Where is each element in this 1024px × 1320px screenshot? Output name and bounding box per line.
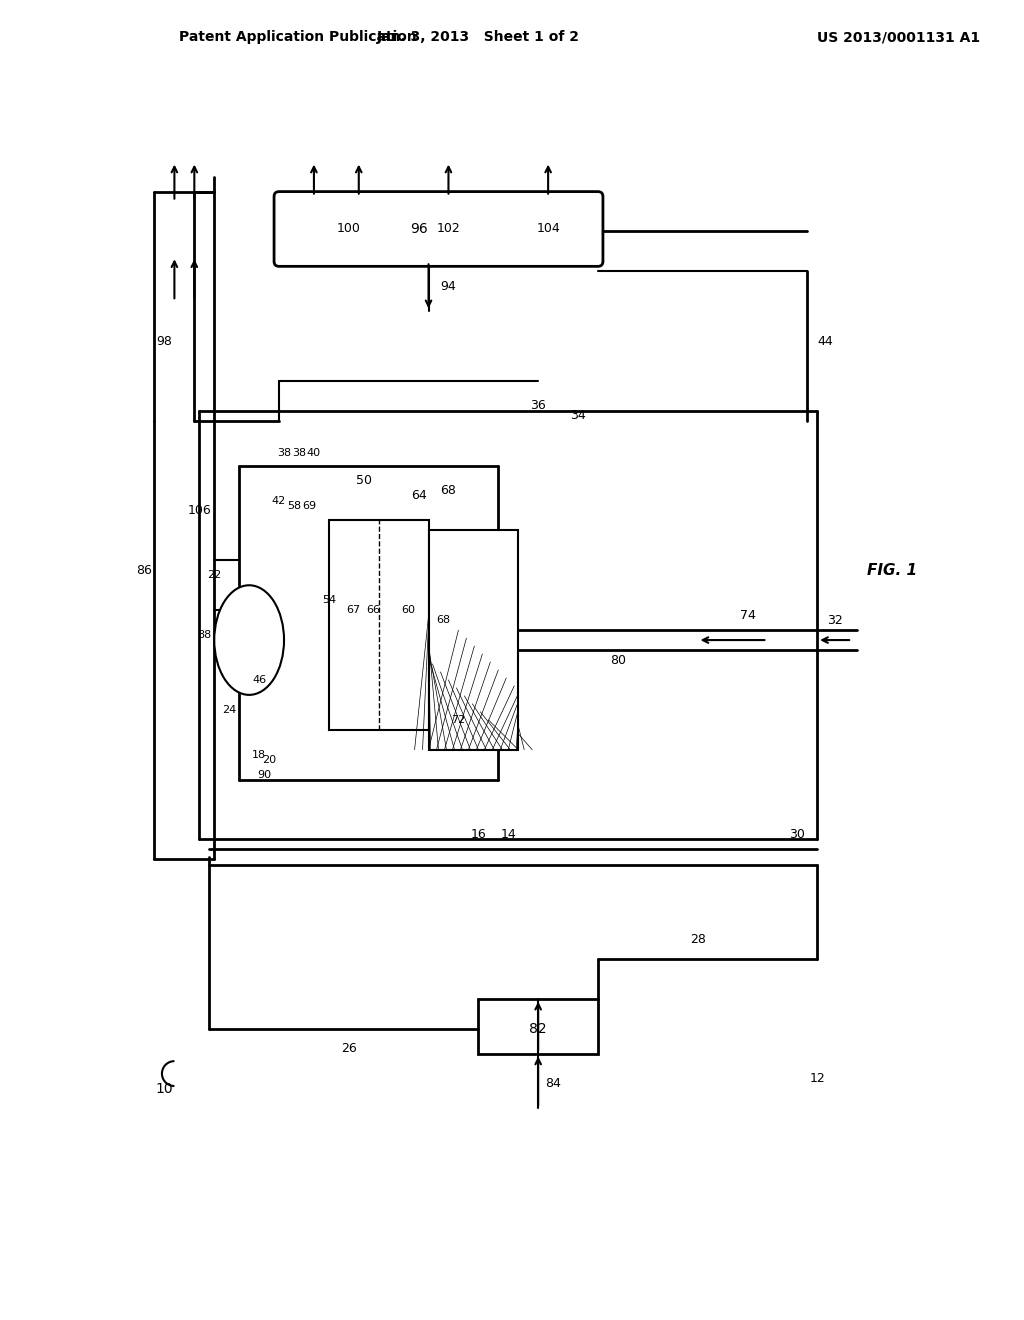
Text: 88: 88: [198, 630, 211, 640]
Text: 84: 84: [545, 1077, 561, 1090]
Text: 60: 60: [401, 605, 416, 615]
Text: 74: 74: [739, 609, 756, 622]
Text: 102: 102: [436, 223, 461, 235]
Text: 10: 10: [156, 1081, 173, 1096]
Text: US 2013/0001131 A1: US 2013/0001131 A1: [817, 30, 980, 44]
Text: 100: 100: [337, 223, 360, 235]
Text: 26: 26: [341, 1043, 356, 1055]
Text: 36: 36: [530, 400, 546, 412]
Text: 42: 42: [272, 495, 286, 506]
Text: 72: 72: [452, 715, 466, 725]
Text: 12: 12: [809, 1072, 825, 1085]
Text: 96: 96: [410, 222, 427, 236]
Text: 22: 22: [207, 570, 221, 581]
Text: Jan. 3, 2013   Sheet 1 of 2: Jan. 3, 2013 Sheet 1 of 2: [377, 30, 580, 44]
Text: 30: 30: [790, 828, 805, 841]
Text: 14: 14: [501, 828, 516, 841]
Text: 40: 40: [307, 447, 321, 458]
Text: 68: 68: [436, 615, 451, 626]
Text: 64: 64: [411, 490, 426, 502]
Text: 86: 86: [136, 564, 153, 577]
Text: 18: 18: [252, 750, 266, 760]
Text: FIG. 1: FIG. 1: [867, 562, 918, 578]
Text: 90: 90: [257, 770, 271, 780]
Text: 50: 50: [355, 474, 372, 487]
Bar: [478, 999, 598, 1053]
Text: 24: 24: [222, 705, 237, 715]
Text: 106: 106: [187, 504, 211, 517]
Text: 67: 67: [347, 605, 360, 615]
Ellipse shape: [214, 585, 284, 694]
Text: 54: 54: [322, 595, 336, 605]
Text: 58: 58: [287, 500, 301, 511]
Text: 82: 82: [529, 1022, 547, 1036]
FancyBboxPatch shape: [274, 191, 603, 267]
Text: 38: 38: [276, 447, 291, 458]
Text: 38: 38: [292, 447, 306, 458]
Bar: [329, 520, 428, 730]
Text: Patent Application Publication: Patent Application Publication: [179, 30, 417, 44]
Text: 80: 80: [610, 653, 626, 667]
Text: 20: 20: [262, 755, 276, 764]
Text: 98: 98: [157, 334, 172, 347]
Text: 68: 68: [440, 484, 457, 498]
Text: 28: 28: [690, 932, 706, 945]
Text: 44: 44: [817, 334, 833, 347]
Text: 46: 46: [252, 675, 266, 685]
Text: 66: 66: [367, 605, 381, 615]
Text: 16: 16: [470, 828, 486, 841]
Text: 104: 104: [537, 223, 560, 235]
Text: 69: 69: [302, 500, 316, 511]
Text: 94: 94: [440, 280, 457, 293]
Text: 32: 32: [827, 614, 843, 627]
Text: 34: 34: [570, 409, 586, 422]
Bar: [428, 531, 518, 750]
